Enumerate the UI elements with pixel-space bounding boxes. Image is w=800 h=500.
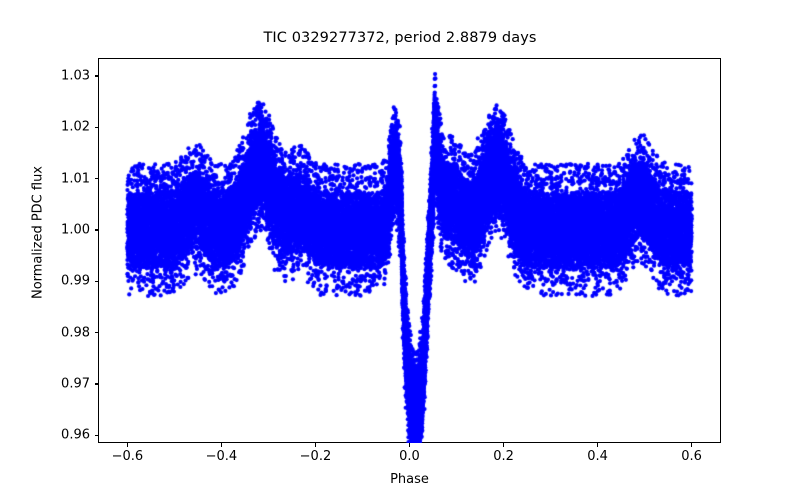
y-tick-label-group: 0.96 0.97 0.98 0.99 1.00 1.01 1.02 1.03 bbox=[0, 0, 90, 500]
scatter-plot-canvas bbox=[98, 58, 721, 443]
y-tick-label: 1.03 bbox=[61, 68, 90, 84]
x-tick-label: 0.6 bbox=[681, 449, 702, 464]
chart-title: TIC 0329277372, period 2.8879 days bbox=[263, 30, 537, 46]
y-tick-label: 1.01 bbox=[61, 171, 90, 187]
x-axis-label: Phase bbox=[390, 472, 429, 487]
x-tick-mark bbox=[314, 443, 317, 447]
y-tick-mark bbox=[94, 75, 98, 77]
y-tick-label: 1.00 bbox=[61, 222, 90, 238]
x-tick-mark bbox=[691, 443, 693, 447]
y-tick-mark bbox=[94, 280, 98, 282]
x-tick-mark bbox=[409, 443, 411, 447]
x-tick-mark bbox=[126, 443, 128, 447]
x-tick-label: −0.6 bbox=[111, 449, 144, 464]
y-tick-mark bbox=[94, 332, 98, 334]
y-tick-label: 0.99 bbox=[61, 273, 90, 289]
x-tick-mark bbox=[220, 443, 223, 447]
x-tick-label: 0.2 bbox=[493, 449, 514, 464]
y-tick-mark bbox=[94, 383, 98, 385]
x-tick-label: 0.0 bbox=[399, 449, 420, 464]
y-tick-label: 0.97 bbox=[61, 376, 90, 392]
y-tick-label: 1.02 bbox=[61, 119, 90, 135]
x-tick-label: 0.4 bbox=[587, 449, 608, 464]
x-tick-label: −0.4 bbox=[205, 449, 238, 464]
x-tick-label-group: −0.6 −0.4 −0.2 0.0 0.2 0.4 0.6 bbox=[0, 449, 800, 473]
y-tick-mark bbox=[94, 178, 98, 180]
x-tick-mark bbox=[503, 443, 505, 447]
y-tick-label: 0.96 bbox=[61, 427, 90, 443]
x-tick-label: −0.2 bbox=[299, 449, 332, 464]
y-tick-mark bbox=[94, 434, 98, 436]
y-tick-label: 0.98 bbox=[61, 325, 90, 341]
y-tick-mark bbox=[94, 229, 98, 231]
x-tick-mark bbox=[597, 443, 599, 447]
y-tick-mark bbox=[94, 126, 98, 128]
